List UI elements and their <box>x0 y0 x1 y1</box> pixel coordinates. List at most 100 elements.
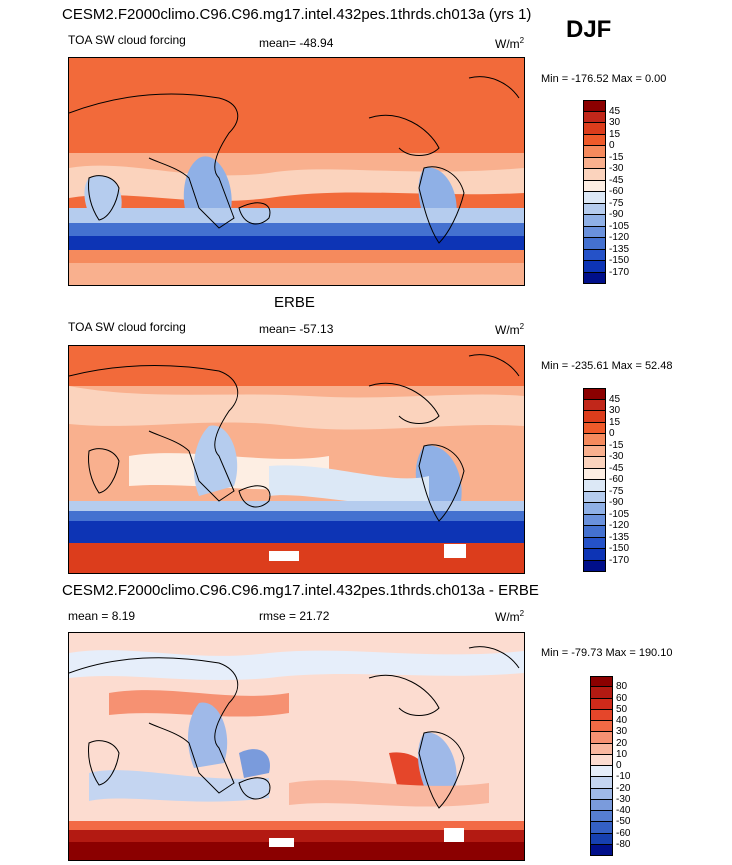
colorbar-tick-label: 40 <box>616 715 628 726</box>
colorbar-tick-label: -75 <box>609 197 624 209</box>
colorbar-tick-label: -150 <box>609 543 630 554</box>
season-label: DJF <box>566 16 612 43</box>
colorbar-segment <box>584 422 605 434</box>
colorbar-segment <box>591 687 612 699</box>
colorbar-tick-label: -15 <box>609 151 624 163</box>
colorbar-segment <box>591 799 612 811</box>
colorbar-segment <box>584 399 605 411</box>
colorbar-tick-label: 30 <box>609 117 621 128</box>
panel3-mean-label: mean = 8.19 <box>68 609 136 623</box>
panel3-map <box>68 632 525 861</box>
colorbar-tick-label: -10 <box>616 771 631 783</box>
colorbar-segment <box>584 480 605 492</box>
colorbar-segment <box>584 157 605 169</box>
panel1-unit-label: W/m2 <box>495 36 525 51</box>
colorbar-segment <box>584 100 605 112</box>
colorbar-segment <box>584 180 605 192</box>
panel3-rmse-label: rmse = 21.72 <box>259 609 330 623</box>
colorbar-tick-label: -30 <box>616 793 631 805</box>
colorbar-segment <box>584 468 605 480</box>
colorbar-tick-label: 0 <box>609 140 615 151</box>
colorbar-tick-label: -150 <box>609 255 630 266</box>
colorbar-tick-label: 15 <box>609 416 621 428</box>
colorbar-tick-label: -45 <box>609 462 624 474</box>
colorbar-tick-label: -15 <box>609 439 624 451</box>
colorbar-segment <box>591 676 612 688</box>
colorbar-segment <box>591 732 612 744</box>
colorbar-segment <box>584 123 605 135</box>
panel2-map <box>68 345 525 574</box>
colorbar-tick-label: 20 <box>616 737 628 749</box>
colorbar-tick-label: 10 <box>616 748 628 760</box>
panel2-mean-label: mean= -57.13 <box>259 322 334 336</box>
colorbar-tick-label: 0 <box>616 760 622 771</box>
colorbar-segment <box>584 514 605 526</box>
colorbar-segment <box>584 203 605 215</box>
panel2-unit-label: W/m2 <box>495 322 525 337</box>
colorbar-tick-label: -120 <box>609 520 630 531</box>
panel1-mean-label: mean= -48.94 <box>259 36 334 50</box>
colorbar-segment <box>584 491 605 503</box>
colorbar-segment <box>591 844 612 856</box>
colorbar-tick-label: -40 <box>616 805 631 816</box>
panel2-title: ERBE <box>274 294 315 311</box>
colorbar-tick-label: 30 <box>616 726 628 738</box>
colorbar-segment <box>584 411 605 423</box>
colorbar-tick-label: -20 <box>616 782 631 794</box>
colorbar-tick-label: -135 <box>609 243 630 255</box>
panel3-title: CESM2.F2000climo.C96.C96.mg17.intel.432p… <box>62 582 539 599</box>
colorbar-tick-label: -105 <box>609 220 630 232</box>
colorbar-tick-label: -90 <box>609 209 624 220</box>
panel3-unit-label: W/m2 <box>495 609 525 624</box>
colorbar-tick-label: -170 <box>609 266 630 278</box>
colorbar-segment <box>584 526 605 538</box>
colorbar-tick-label: -105 <box>609 508 630 520</box>
colorbar-segment <box>591 721 612 733</box>
colorbar-tick-label: 50 <box>616 703 628 715</box>
panel2-variable-label: TOA SW cloud forcing <box>68 320 186 334</box>
colorbar-segment <box>584 146 605 158</box>
colorbar-tick-label: 60 <box>616 692 628 704</box>
colorbar-segment <box>584 272 605 284</box>
colorbar-tick-label: -30 <box>609 451 624 462</box>
colorbar-tick-label: 80 <box>616 681 628 693</box>
colorbar-segment <box>584 549 605 561</box>
colorbar-segment <box>584 560 605 572</box>
colorbar-segment <box>584 434 605 446</box>
colorbar-segment <box>584 192 605 204</box>
colorbar-tick-label: -80 <box>616 838 631 850</box>
colorbar-segment <box>584 215 605 227</box>
colorbar-tick-label: -60 <box>616 827 631 839</box>
colorbar-tick-label: -170 <box>609 554 630 566</box>
colorbar-segment <box>584 238 605 250</box>
colorbar-tick-label: -50 <box>616 816 631 828</box>
colorbar-segment <box>591 754 612 766</box>
colorbar-tick-label: -120 <box>609 232 630 243</box>
colorbar-segment <box>591 709 612 721</box>
colorbar-segment <box>591 833 612 845</box>
colorbar-tick-label: -75 <box>609 485 624 497</box>
colorbar-segment <box>584 503 605 515</box>
colorbar-segment <box>584 249 605 261</box>
colorbar-segment <box>591 822 612 834</box>
colorbar-tick-label: 45 <box>609 105 621 117</box>
colorbar-tick-label: 45 <box>609 393 621 405</box>
colorbar-segment <box>591 698 612 710</box>
panel1-minmax: Min = -176.52 Max = 0.00 <box>541 73 667 85</box>
colorbar-tick-label: -30 <box>609 163 624 174</box>
colorbar-tick-label: -90 <box>609 497 624 508</box>
colorbar-segment <box>584 388 605 400</box>
colorbar-tick-label: 30 <box>609 405 621 416</box>
colorbar-tick-label: -60 <box>609 186 624 197</box>
colorbar-tick-label: -135 <box>609 531 630 543</box>
colorbar-segment <box>584 261 605 273</box>
colorbar-segment <box>584 134 605 146</box>
colorbar-segment <box>584 457 605 469</box>
colorbar-tick-label: 15 <box>609 128 621 140</box>
panel3-minmax: Min = -79.73 Max = 190.10 <box>541 647 673 659</box>
colorbar-segment <box>584 226 605 238</box>
colorbar-segment <box>591 743 612 755</box>
colorbar-tick-label: -60 <box>609 474 624 485</box>
panel1-variable-label: TOA SW cloud forcing <box>68 33 186 47</box>
colorbar-segment <box>591 766 612 778</box>
